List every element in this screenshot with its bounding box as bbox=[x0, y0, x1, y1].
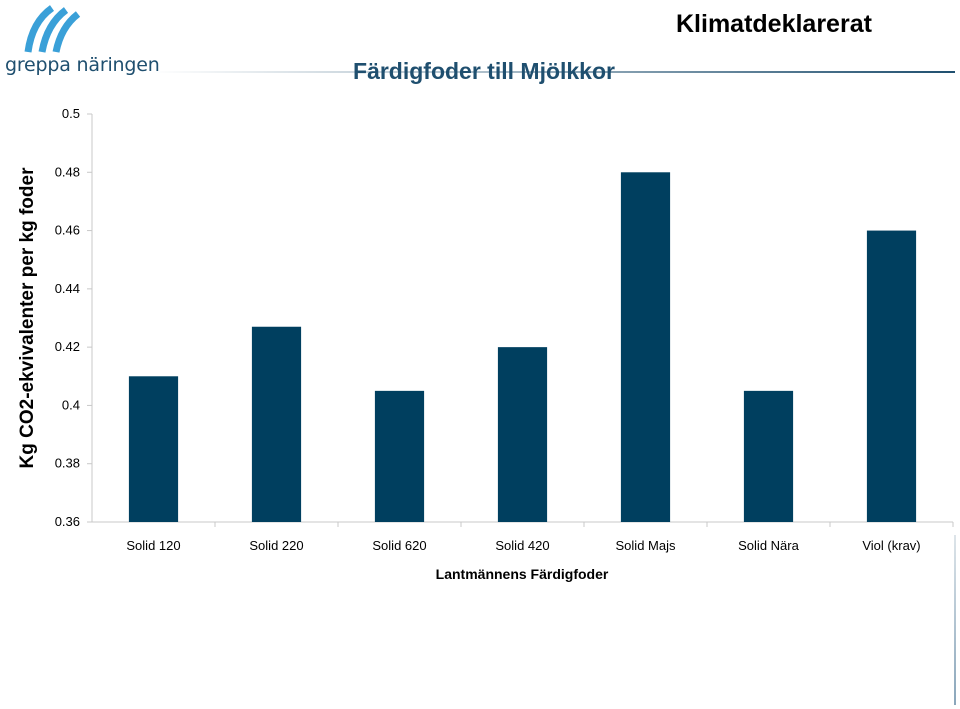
x-axis-title: Lantmännens Färdigfoder bbox=[436, 566, 609, 582]
bar bbox=[497, 347, 548, 522]
y-ticks: 0.36 0.38 0.4 0.42 0.44 0.46 0.48 0.5 bbox=[55, 106, 92, 529]
bar bbox=[128, 376, 179, 522]
greppa-logo-icon bbox=[24, 5, 81, 53]
x-ticks: Solid 120 Solid 220 Solid 620 Solid 420 Soli… bbox=[126, 522, 954, 553]
y-tick-label: 0.36 bbox=[55, 514, 80, 529]
y-tick-label: 0.46 bbox=[55, 223, 80, 238]
chart-title: Färdigfoder till Mjölkkor bbox=[353, 58, 615, 84]
y-axis-title: Kg CO2-ekvivalenter per kg foder bbox=[17, 167, 38, 469]
y-tick-label: 0.4 bbox=[62, 397, 80, 412]
bar bbox=[866, 230, 917, 523]
y-tick-label: 0.38 bbox=[55, 456, 80, 471]
bar bbox=[251, 326, 302, 522]
x-tick-label: Solid 120 bbox=[126, 538, 180, 553]
x-tick-label: Solid Majs bbox=[616, 538, 676, 553]
x-tick-label: Solid 220 bbox=[249, 538, 303, 553]
bar bbox=[620, 172, 671, 523]
y-tick-label: 0.5 bbox=[62, 106, 80, 121]
x-tick-label: Solid 620 bbox=[372, 538, 426, 553]
y-tick-label: 0.44 bbox=[55, 281, 80, 296]
header-divider bbox=[150, 71, 955, 73]
y-tick-label: 0.42 bbox=[55, 339, 80, 354]
bar bbox=[743, 390, 794, 522]
x-tick-label: Solid 420 bbox=[495, 538, 549, 553]
bars bbox=[128, 172, 917, 523]
y-tick-label: 0.48 bbox=[55, 164, 80, 179]
bar bbox=[374, 390, 425, 522]
logo: greppa näringen bbox=[0, 0, 170, 90]
side-divider bbox=[954, 535, 956, 705]
x-tick-label: Viol (krav) bbox=[862, 538, 920, 553]
page-title: Klimatdeklarerat bbox=[676, 10, 872, 38]
logo-text: greppa näringen bbox=[5, 54, 160, 76]
x-tick-label: Solid Nära bbox=[738, 538, 799, 553]
